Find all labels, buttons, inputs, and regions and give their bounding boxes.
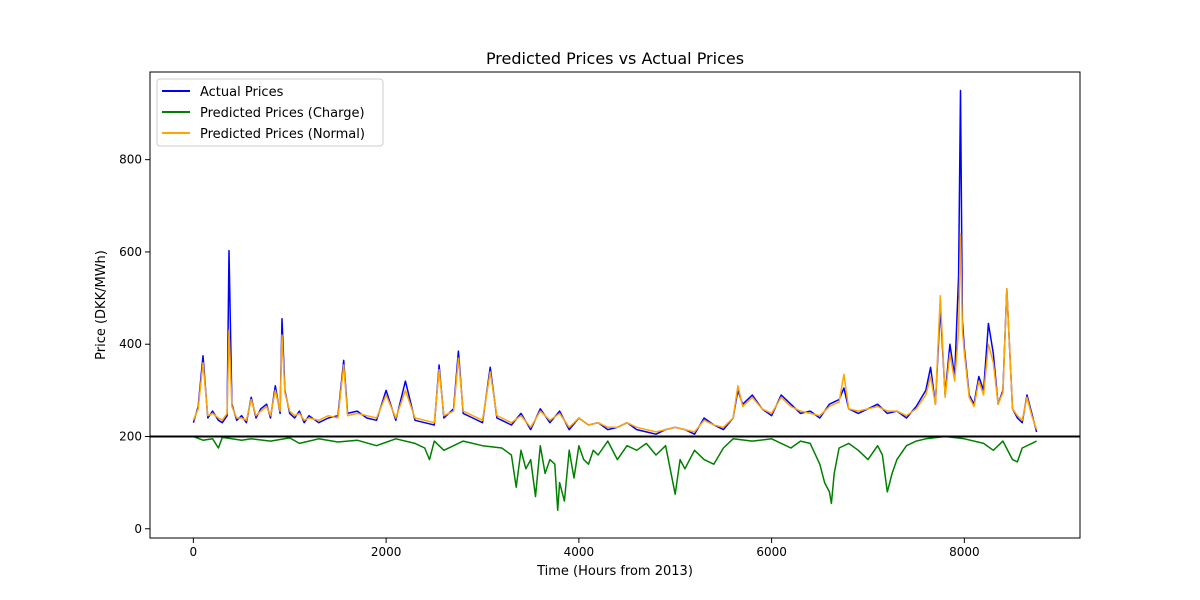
series-group [150,89,1080,512]
series-line-2 [193,435,1037,512]
y-tick-label: 0 [134,522,142,536]
x-tick-label: 2000 [371,545,402,559]
y-tick-label: 600 [119,245,142,259]
x-tick-label: 0 [190,545,198,559]
series-line-3 [192,232,1038,433]
legend-label: Actual Prices [200,85,284,100]
x-tick-label: 8000 [949,545,980,559]
y-tick-label: 400 [119,337,142,351]
y-tick-label: 800 [119,153,142,167]
legend-label: Predicted Prices (Normal) [200,127,365,142]
x-tick-label: 4000 [564,545,595,559]
y-axis-label: Price (DKK/MWh) [94,250,109,360]
series-line-1 [192,89,1038,435]
x-axis-label: Time (Hours from 2013) [536,564,693,579]
axes: 0 2000 4000 6000 8000 0 200 400 600 800 [119,71,1081,559]
legend-label: Predicted Prices (Charge) [200,106,365,121]
plot-area [150,89,1080,512]
legend: Actual Prices Predicted Prices (Charge) Pr… [156,78,384,147]
y-tick-label: 200 [119,429,142,443]
x-tick-label: 6000 [756,545,787,559]
axes-frame [149,71,1081,539]
chart-title: Predicted Prices vs Actual Prices [486,49,744,68]
legend-box [156,78,384,147]
